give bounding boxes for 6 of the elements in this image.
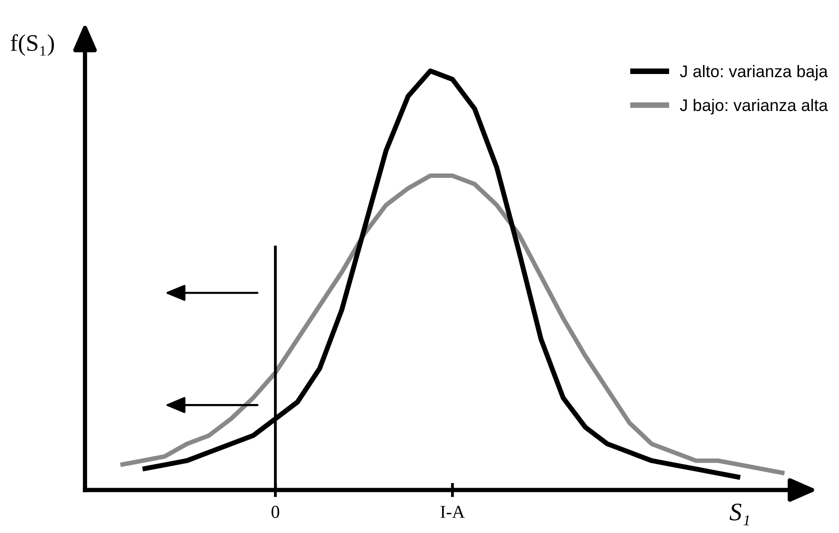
x-tick-label: 0 <box>272 506 280 518</box>
x-axis-title: S₁ <box>730 504 749 526</box>
y-axis-title: f(S₁) <box>10 34 54 56</box>
legend-label: J alto: varianza baja <box>680 65 828 81</box>
x-tick-label: I-A <box>440 506 465 518</box>
legend-label: J bajo: varianza alta <box>680 98 828 114</box>
